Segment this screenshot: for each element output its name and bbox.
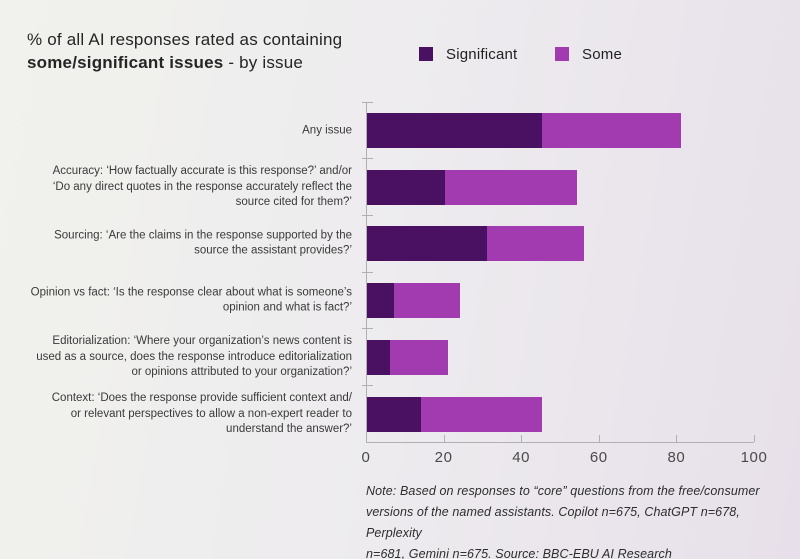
- source-note: Note: Based on responses to “core” quest…: [366, 484, 760, 559]
- category-tick: [362, 271, 373, 273]
- bar-segment-significant: [367, 113, 542, 148]
- bar-segment-significant: [367, 169, 445, 205]
- bar-segment-significant: [367, 339, 391, 375]
- x-axis-tick-label: 20: [434, 448, 453, 466]
- category-label: Editorialization: ‘Where your organizati…: [36, 335, 352, 379]
- bar-row: [367, 169, 577, 205]
- title-line-2-rest: - by issue: [223, 52, 304, 72]
- x-axis-tick: [598, 434, 600, 442]
- bar-segment-some: [421, 396, 542, 432]
- x-axis-tick-label: 60: [589, 448, 608, 466]
- some-swatch: [555, 47, 569, 61]
- bar-segment-significant: [367, 396, 422, 432]
- bar-segment-some: [394, 283, 461, 319]
- title-line-2-bold: some/significant issues: [27, 52, 224, 72]
- x-axis-tick-label: 80: [667, 448, 686, 466]
- bar-row: [367, 226, 585, 262]
- x-axis-tick-label: 0: [361, 448, 371, 466]
- bar-row: [367, 339, 449, 375]
- category-tick: [362, 214, 373, 216]
- x-axis-tick: [521, 434, 523, 442]
- category-label: Accuracy: ‘How factually accurate is thi…: [52, 164, 352, 208]
- legend-item-some: Some: [555, 45, 622, 63]
- legend-item-significant: Significant: [419, 45, 517, 63]
- bar-segment-some: [390, 339, 449, 375]
- significant-swatch: [419, 47, 433, 61]
- category-tick: [362, 328, 373, 330]
- category-label: Sourcing: ‘Are the claims in the respons…: [54, 229, 352, 257]
- bar-segment-some: [444, 169, 577, 205]
- category-tick: [362, 101, 373, 103]
- x-axis-tick-label: 100: [740, 448, 768, 466]
- title-line-2: some/significant issues - by issue: [27, 52, 342, 75]
- legend-label-some: Some: [582, 45, 622, 63]
- bar-segment-significant: [367, 226, 488, 262]
- category-tick: [362, 385, 373, 386]
- bar-segment-some: [487, 226, 585, 262]
- x-axis-tick-label: 40: [512, 448, 531, 466]
- category-label: Opinion vs fact: ‘Is the response clear …: [30, 286, 352, 314]
- x-axis: [366, 441, 754, 443]
- bar-segment-some: [541, 113, 682, 148]
- bar-row: [367, 283, 461, 319]
- category-label: Any issue: [302, 123, 352, 136]
- bar-row: [367, 113, 682, 148]
- bar-row: [367, 396, 542, 432]
- title-line-1: % of all AI responses rated as containin…: [27, 30, 343, 49]
- x-axis-tick: [366, 434, 367, 442]
- category-tick: [362, 158, 373, 160]
- x-axis-tick: [676, 434, 678, 442]
- x-axis-tick: [754, 434, 755, 442]
- x-axis-tick: [443, 434, 445, 442]
- category-label: Context: ‘Does the response provide suff…: [51, 391, 352, 435]
- legend-label-significant: Significant: [446, 45, 518, 63]
- chart-title: % of all AI responses rated as containin…: [27, 29, 342, 74]
- bar-segment-significant: [367, 283, 395, 319]
